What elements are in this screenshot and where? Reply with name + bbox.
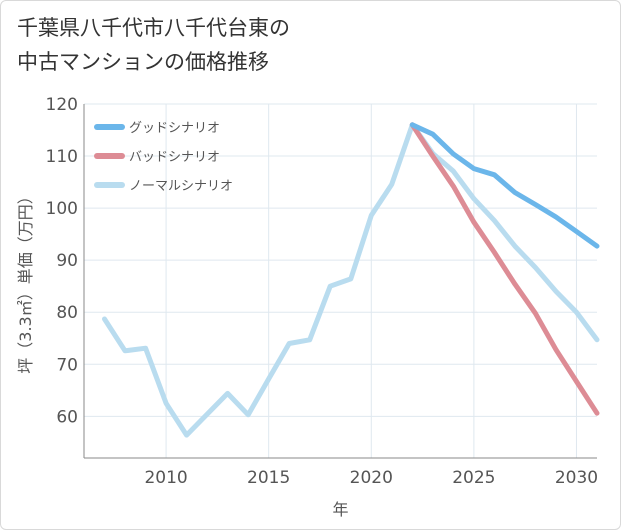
x-axis-label: 年 — [332, 500, 348, 519]
y-tick-label-80: 80 — [56, 303, 78, 323]
series-lines — [102, 122, 600, 438]
series-line-2 — [102, 122, 600, 438]
axes — [83, 104, 597, 459]
legend-label-2: ノーマルシナリオ — [129, 179, 233, 194]
y-tick-labels: 60 70 80 90 100 110 120 — [46, 95, 78, 427]
grid-lines — [84, 103, 597, 458]
x-tick-label-2015: 2015 — [247, 468, 290, 488]
x-tick-label-2020: 2020 — [350, 468, 393, 488]
chart-title: 千葉県八千代市八千代台東の 中古マンションの価格推移 — [17, 11, 290, 79]
y-axis-label: 坪（3.3㎡）単価（万円） — [16, 188, 35, 373]
y-tick-label-120: 120 — [46, 95, 78, 115]
legend-label-1: バッドシナリオ — [129, 150, 220, 165]
x-tick-label-2010: 2010 — [144, 468, 187, 488]
chart-title-line-1: 千葉県八千代市八千代台東の — [17, 16, 290, 40]
series-line-0 — [409, 122, 600, 249]
y-tick-label-110: 110 — [46, 147, 78, 167]
y-tick-label-70: 70 — [56, 355, 78, 375]
x-tick-label-2025: 2025 — [452, 468, 495, 488]
legend-label-0: グッドシナリオ — [129, 121, 220, 136]
chart-title-line-2: 中古マンションの価格推移 — [17, 50, 269, 74]
x-tick-label-2030: 2030 — [555, 468, 598, 488]
x-tick-labels: 2010 2015 2020 2025 2030 — [144, 468, 598, 488]
y-tick-label-60: 60 — [56, 407, 78, 427]
y-tick-label-100: 100 — [46, 199, 78, 219]
series-line-1 — [409, 122, 600, 416]
y-tick-label-90: 90 — [56, 251, 78, 271]
